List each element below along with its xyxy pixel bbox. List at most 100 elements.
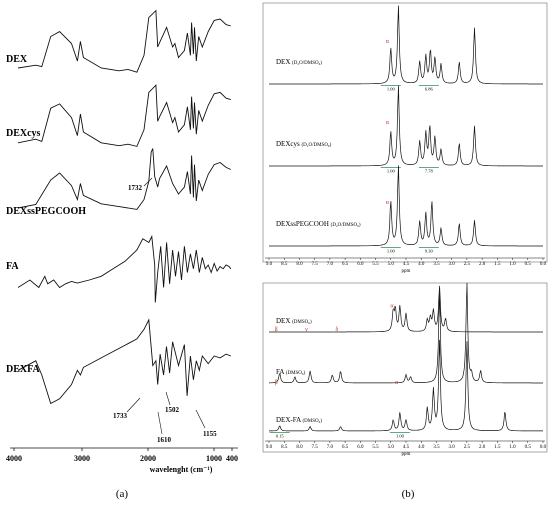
ir-annotation-1733: 1733 bbox=[113, 412, 128, 420]
nmr-bot-tick-label-6-0: 6.0 bbox=[357, 445, 364, 450]
nmr-bot-tick-label-3-0: 3.0 bbox=[449, 445, 456, 450]
nmr-top-tick-label-7-5: 7.5 bbox=[312, 262, 319, 267]
nmr-top-tick-label-7-0: 7.0 bbox=[327, 262, 334, 267]
nmr-bot-series-label-dex-fa: DEX-FA (DMSO₆) bbox=[276, 416, 322, 424]
ir-trace-fa bbox=[17, 234, 232, 303]
nmr-top-tick-label-0-0: 0.0 bbox=[540, 262, 547, 267]
nmr-top-tick-label-0-5: 0.5 bbox=[525, 262, 532, 267]
nmr-bot-tick-label-7-5: 7.5 bbox=[312, 445, 319, 450]
nmr-top-integral-dex-0: 1.00 bbox=[387, 87, 396, 92]
nmr-bot-integral-dex-fa-1: 1.00 bbox=[396, 434, 405, 439]
nmr-top-solvent-dexcys: (D₂O/DMSO₆) bbox=[301, 143, 331, 148]
nmr-bot-marker-fa-0: β bbox=[275, 327, 278, 333]
nmr-top-series-label-dexcys: DEXcys (D₂O/DMSO₆) bbox=[276, 140, 332, 148]
nmr-top-tick-label-2-0: 2.0 bbox=[479, 262, 486, 267]
ir-tick-label-400: 400 bbox=[226, 454, 238, 463]
ir-tick-label-1000: 1000 bbox=[206, 454, 222, 463]
nmr-top-tick-label-3-0: 3.0 bbox=[449, 262, 456, 267]
nmr-top-series-label-dex: DEX (D₂O/DMSO₆) bbox=[276, 58, 322, 66]
nmr-bot-tick-label-7-0: 7.0 bbox=[327, 445, 334, 450]
nmr-top-tick-label-6-0: 6.0 bbox=[357, 262, 364, 267]
nmr-bot-frame bbox=[262, 282, 548, 453]
ir-annotation-line-1155 bbox=[195, 409, 206, 429]
nmr-bottom-panel: DEX (DMSO₆) α FA (DMSO₆) β γ δ DEX-FA (DMSO₆) α… bbox=[262, 282, 548, 457]
nmr-top-series-label-dexsspegcooh: DEXssPEGCOOH (D₂O/DMSO₆) bbox=[276, 220, 361, 228]
nmr-top-tick-label-9-0: 9.0 bbox=[266, 262, 273, 267]
nmr-bot-tick-label-5-0: 5.0 bbox=[388, 445, 395, 450]
nmr-bot-tick-label-8-5: 8.5 bbox=[281, 445, 288, 450]
nmr-bot-tick-label-1-5: 1.5 bbox=[494, 445, 501, 450]
nmr-bot-series-label-dex: DEX (DMSO₆) bbox=[276, 317, 312, 325]
panel-label-a: (a) bbox=[116, 488, 129, 500]
nmr-top-tick-label-8-5: 8.5 bbox=[281, 262, 288, 267]
nmr-bot-marker-dex-fa-0: α bbox=[395, 380, 399, 386]
nmr-top-integral-dexcys-1: 7.78 bbox=[425, 169, 434, 174]
nmr-top-tick-label-5-5: 5.5 bbox=[372, 262, 379, 267]
nmr-top-tick-label-4-5: 4.5 bbox=[403, 262, 410, 267]
ir-annotation-line-1732 bbox=[143, 177, 153, 187]
ir-annotation-line-1733 bbox=[126, 397, 141, 413]
nmr-top-panel: DEX (D₂O/DMSO₆) α 1.00 6.86 DEXcys (D₂O/DMSO… bbox=[262, 2, 548, 274]
nmr-bot-marker-dex-0: α bbox=[390, 304, 394, 310]
nmr-bot-tick-label-5-5: 5.5 bbox=[372, 445, 379, 450]
nmr-top-trace-dex bbox=[269, 5, 543, 85]
nmr-bot-solvent-dex: (DMSO₆) bbox=[292, 320, 312, 325]
ir-annotation-line-1502 bbox=[165, 391, 171, 406]
nmr-top-marker-dex-0: α bbox=[386, 39, 390, 45]
ir-series-label-dexsspegcooh: DEXssPEGCOOH bbox=[6, 206, 86, 217]
nmr-top-frame bbox=[262, 2, 548, 263]
ir-series-label-dex: DEX bbox=[6, 54, 28, 65]
nmr-bot-trace-fa bbox=[269, 282, 543, 384]
nmr-bot-tick-label-4-0: 4.0 bbox=[418, 445, 425, 450]
nmr-bot-marker-dex-fa-1: β bbox=[275, 380, 278, 386]
nmr-bot-trace-dex bbox=[269, 285, 543, 333]
nmr-bot-tick-label-2-5: 2.5 bbox=[464, 445, 471, 450]
nmr-bot-solvent-dex-fa: (DMSO₆) bbox=[303, 419, 323, 424]
nmr-bot-tick-label-1-0: 1.0 bbox=[509, 445, 516, 450]
nmr-bot-tick-label-6-5: 6.5 bbox=[342, 445, 349, 450]
nmr-top-tick-label-6-5: 6.5 bbox=[342, 262, 349, 267]
nmr-bot-marker-fa-1: γ bbox=[304, 327, 308, 333]
nmr-bot-tick-label-0-0: 0.0 bbox=[540, 445, 547, 450]
nmr-top-integral-dexsspegcooh-0: 1.00 bbox=[387, 249, 396, 254]
ir-annotation-1155: 1155 bbox=[203, 430, 217, 438]
nmr-top-tick-label-2-5: 2.5 bbox=[464, 262, 471, 267]
nmr-top-marker-dexsspegcooh-0: α bbox=[386, 200, 390, 206]
nmr-bot-marker-fa-2: δ bbox=[336, 327, 339, 333]
ir-series-label-dexcys: DEXcys bbox=[6, 128, 41, 139]
nmr-top-tick-label-3-5: 3.5 bbox=[433, 262, 440, 267]
nmr-top-tick-label-8-0: 8.0 bbox=[296, 262, 303, 267]
nmr-top-solvent-dex: (D₂O/DMSO₆) bbox=[292, 61, 322, 66]
ir-tick-label-3000: 3000 bbox=[74, 454, 90, 463]
nmr-top-trace-dexcys bbox=[269, 85, 543, 167]
ir-x-axis-label: wavelenght (cm⁻¹) bbox=[150, 465, 213, 474]
nmr-top-solvent-dexsspegcooh: (D₂O/DMSO₆) bbox=[331, 223, 361, 228]
nmr-top-tick-label-1-0: 1.0 bbox=[509, 262, 516, 267]
nmr-bot-tick-label-9-0: 9.0 bbox=[266, 445, 273, 450]
nmr-bot-tick-label-8-0: 8.0 bbox=[296, 445, 303, 450]
ir-panel: DEX DEXcys DEXssPEGCOOH FA DEXFA 1732 1733 1610… bbox=[6, 9, 238, 474]
nmr-bot-tick-label-0-5: 0.5 bbox=[525, 445, 532, 450]
nmr-bot-tick-label-3-5: 3.5 bbox=[433, 445, 440, 450]
nmr-top-trace-dexsspegcooh bbox=[269, 165, 543, 247]
ir-tick-label-4000: 4000 bbox=[6, 454, 22, 463]
nmr-top-marker-dexcys-0: α bbox=[386, 120, 390, 126]
ir-annotation-1732: 1732 bbox=[128, 184, 143, 192]
ir-trace-dexfa bbox=[17, 318, 231, 405]
panel-label-b: (b) bbox=[402, 488, 415, 500]
ir-trace-dexcys bbox=[17, 84, 231, 147]
nmr-bot-tick-label-4-5: 4.5 bbox=[403, 445, 410, 450]
nmr-bot-solvent-fa: (DMSO₆) bbox=[286, 371, 306, 376]
nmr-top-tick-label-5-0: 5.0 bbox=[388, 262, 395, 267]
ir-series-label-fa: FA bbox=[6, 261, 19, 272]
nmr-bot-integral-dex-fa-0: 0.15 bbox=[276, 434, 285, 439]
nmr-top-integral-dexcys-0: 1.00 bbox=[387, 169, 396, 174]
ir-trace-dex bbox=[17, 9, 231, 73]
nmr-top-tick-label-4-0: 4.0 bbox=[418, 262, 425, 267]
ir-tick-label-2000: 2000 bbox=[140, 454, 156, 463]
nmr-bot-series-label-fa: FA (DMSO₆) bbox=[276, 368, 306, 376]
ir-trace-dexsspegcooh bbox=[17, 148, 231, 210]
ir-annotation-line-1610 bbox=[157, 411, 163, 435]
nmr-bot-x-axis-label: ppm bbox=[402, 452, 411, 457]
